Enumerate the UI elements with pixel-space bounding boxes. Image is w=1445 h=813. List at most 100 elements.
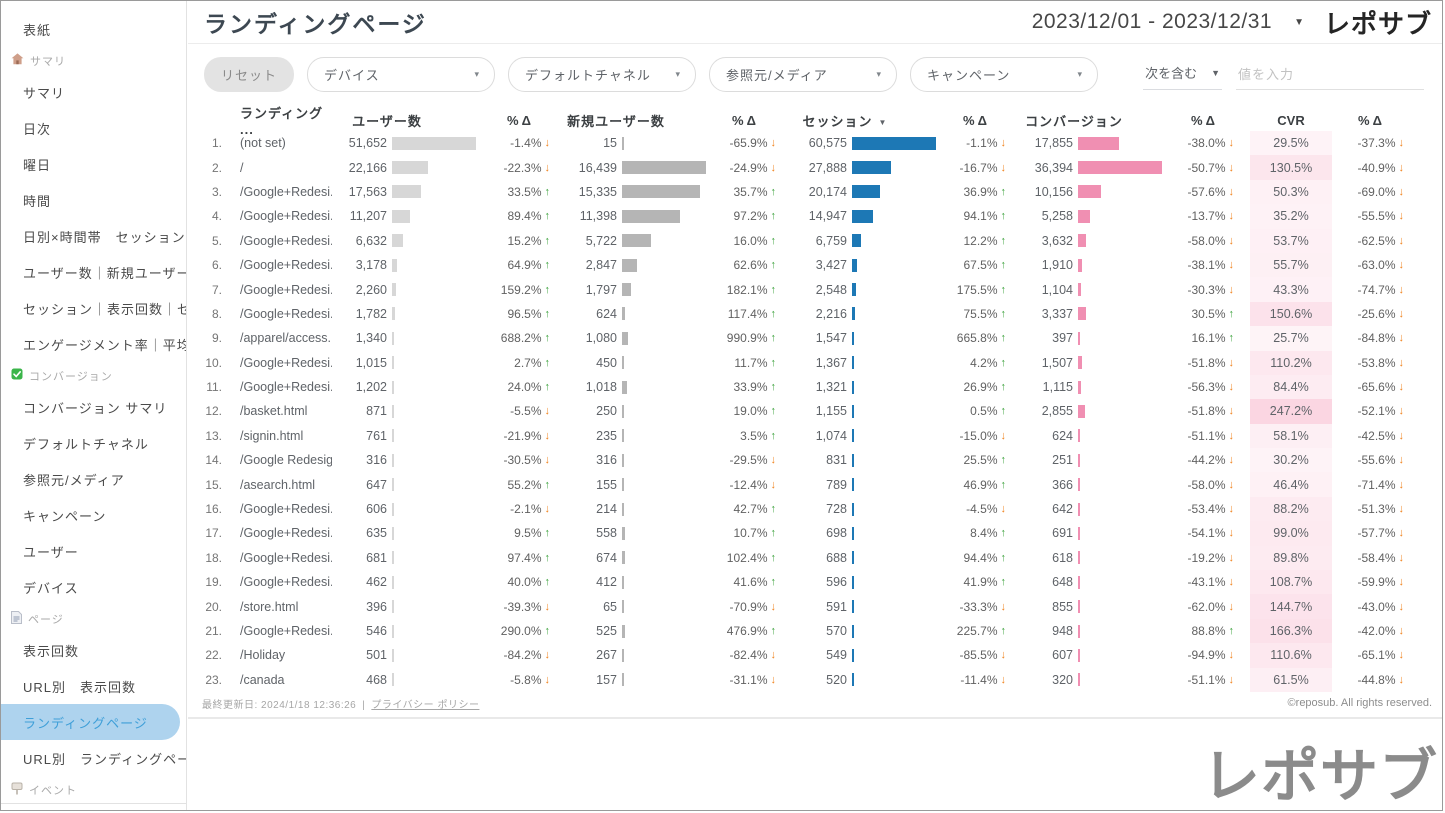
sidebar-item[interactable]: エンゲージメント率｜平均... <box>23 337 186 353</box>
users-value: 501 <box>366 648 387 663</box>
sidebar-item[interactable]: 参照元/メディア <box>23 472 125 488</box>
date-range-picker[interactable]: 2023/12/01 - 2023/12/31 ▼ <box>1032 10 1324 34</box>
arrow-up-icon: ↑ <box>770 551 777 564</box>
sidebar-item[interactable]: サマリ <box>23 85 66 101</box>
new-users-bar <box>620 155 708 179</box>
users-value: 51,652 <box>348 136 387 151</box>
arrow-up-icon: ↑ <box>770 381 777 394</box>
column-header-conversions-delta[interactable]: % Δ <box>1190 112 1216 128</box>
arrow-down-icon: ↓ <box>1228 600 1235 613</box>
device-filter-dropdown[interactable]: デバイス ▾ <box>307 57 496 92</box>
cvr-delta-cell: -69.0% ↓ <box>1332 185 1420 199</box>
sidebar-item[interactable]: ユーザー数｜新規ユーザー数 <box>23 265 186 281</box>
sidebar-item[interactable]: コンバージョン サマリ <box>23 400 168 416</box>
column-header-conversions[interactable]: コンバージョン <box>1025 113 1123 129</box>
table-row: 2./22,166 -22.3% ↓ 16,439 -24.9% ↓ 27,888 -16.7… <box>198 155 1438 180</box>
sessions-value: 789 <box>826 477 847 492</box>
arrow-up-icon: ↑ <box>1000 381 1007 394</box>
column-header-users-delta[interactable]: % Δ <box>506 112 532 128</box>
arrow-up-icon: ↑ <box>770 429 777 442</box>
source-medium-filter-dropdown[interactable]: 参照元/メディア ▾ <box>709 57 898 92</box>
column-header-new-users-delta[interactable]: % Δ <box>731 112 757 128</box>
arrow-down-icon: ↓ <box>1398 649 1405 662</box>
new-users-value: 316 <box>596 453 617 468</box>
delta-value: 15.2% <box>507 233 542 248</box>
sidebar-item[interactable]: 曜日 <box>23 157 52 173</box>
column-header-cvr[interactable]: CVR <box>1277 112 1305 128</box>
users-bar-fill <box>392 356 394 370</box>
column-header-new-users[interactable]: 新規ユーザー数 <box>567 113 665 129</box>
sidebar-item[interactable]: 表紙 <box>23 22 52 38</box>
sidebar-section-label: イベント <box>1 776 186 803</box>
new-users-bar-fill <box>622 307 626 321</box>
row-index: 20. <box>205 599 222 614</box>
row-index: 7. <box>211 282 222 297</box>
users-delta-cell: 64.9% ↑ <box>484 258 566 272</box>
chevron-left-icon[interactable]: ‹ <box>155 802 162 810</box>
sidebar-item[interactable]: 表示回数 <box>23 643 80 659</box>
sessions-bar-fill <box>852 307 856 321</box>
sidebar-item-active[interactable]: ランディングページ <box>1 704 180 740</box>
conversions-delta-cell: 16.1% ↑ <box>1168 331 1250 345</box>
conversions-delta-cell: -62.0% ↓ <box>1168 600 1250 614</box>
conversions-bar-fill <box>1078 575 1080 589</box>
sessions-delta-cell: 94.1% ↑ <box>940 209 1022 223</box>
new-users-bar-fill <box>622 429 624 443</box>
column-header-users[interactable]: ユーザー数 <box>352 113 422 129</box>
reset-button[interactable]: リセット <box>204 57 295 92</box>
sidebar-item[interactable]: 日別×時間帯 セッション <box>23 229 186 245</box>
table-row: 9./apparel/access... 1,340 688.2% ↑ 1,080 990… <box>198 326 1438 351</box>
sidebar-item[interactable]: デバイス <box>23 580 79 596</box>
delta-value: -42.0% <box>1357 624 1396 638</box>
sidebar-item[interactable]: ユーザー <box>23 544 79 560</box>
sidebar-item[interactable]: URL別 ランディングページ <box>23 751 186 767</box>
delta-value: 102.4% <box>726 550 768 565</box>
new-users-value: 15 <box>603 136 617 151</box>
conversions-bar-fill <box>1078 404 1085 418</box>
new-users-bar-fill <box>622 551 626 565</box>
conversions-bar-fill <box>1078 185 1102 199</box>
sidebar-item[interactable]: 日次 <box>23 121 52 137</box>
column-header-sessions[interactable]: セッション ▼ <box>792 111 940 130</box>
condition-select[interactable]: 次を含む ▼ <box>1143 59 1222 90</box>
users-delta-cell: 89.4% ↑ <box>484 209 566 223</box>
sidebar-item[interactable]: 時間 <box>23 193 52 209</box>
conversions-bar-fill <box>1078 502 1080 516</box>
cvr-cell: 89.8% <box>1250 545 1332 571</box>
channel-filter-dropdown[interactable]: デフォルトチャネル ▾ <box>508 57 697 92</box>
delta-value: 225.7% <box>956 624 998 638</box>
campaign-filter-dropdown[interactable]: キャンペーン ▾ <box>910 57 1099 92</box>
delta-value: 16.1% <box>1191 331 1226 346</box>
column-header-sessions-delta[interactable]: % Δ <box>962 112 988 128</box>
new-users-bar <box>620 521 708 545</box>
table-row: 4./Google+Redesi... 11,207 89.4% ↑ 11,398 97.… <box>198 204 1438 229</box>
table-row: 13./signin.html 761 -21.9% ↓ 235 3.5% ↑ 1,074 -1… <box>198 423 1438 449</box>
sidebar-item[interactable]: URL別 表示回数 <box>23 679 137 695</box>
column-header-cvr-delta[interactable]: % Δ <box>1357 112 1383 128</box>
sessions-value: 1,155 <box>815 404 847 419</box>
privacy-policy-link[interactable]: プライバシー ポリシー <box>371 699 480 711</box>
sessions-bar-fill <box>852 258 857 272</box>
sidebar-item[interactable]: デフォルトチャネル <box>23 436 149 452</box>
new-users-delta-cell: 10.7% ↑ <box>708 526 792 540</box>
new-users-value: 674 <box>596 550 617 565</box>
new-users-delta-cell: 102.4% ↑ <box>708 551 792 565</box>
new-users-delta-cell: 97.2% ↑ <box>708 209 792 223</box>
landing-page-cell: /apparel/access... <box>240 331 332 346</box>
landing-page-cell: / <box>240 160 244 175</box>
users-delta-cell: -39.3% ↓ <box>484 600 566 614</box>
sessions-bar-fill <box>852 380 854 394</box>
chevron-down-icon: ▾ <box>474 69 481 79</box>
delta-value: -62.0% <box>1187 599 1226 614</box>
sidebar-item[interactable]: キャンペーン <box>23 508 107 524</box>
arrow-down-icon: ↓ <box>1228 161 1235 174</box>
cvr-delta-cell: -37.3% ↓ <box>1332 136 1420 150</box>
row-index: 23. <box>205 672 222 687</box>
sidebar-footer: ‹ <box>1 802 186 810</box>
conversions-bar <box>1076 521 1168 545</box>
new-users-bar <box>620 204 708 228</box>
column-header-landing-page[interactable]: ランディング ... <box>240 106 324 137</box>
filter-bar: リセット デバイス ▾ デフォルトチャネル ▾ 参照元/メディア ▾ キャンペー… <box>188 44 1442 101</box>
sidebar-item[interactable]: セッション｜表示回数｜セ... <box>23 301 186 317</box>
filter-value-input[interactable] <box>1236 63 1424 90</box>
